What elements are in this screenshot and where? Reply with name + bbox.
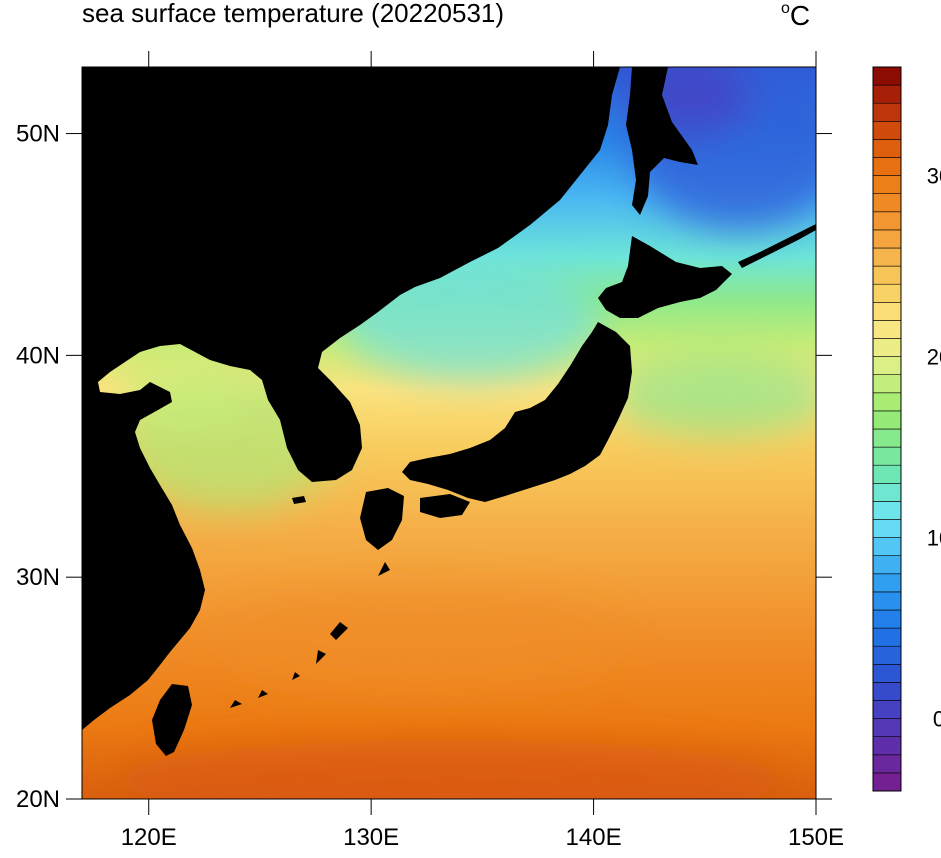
colorbar-bin: [872, 157, 902, 176]
warm-kuroshio-region: [220, 590, 620, 690]
colorbar-tick-label: 0: [933, 707, 941, 732]
colorbar-bin: [872, 211, 902, 231]
colorbar-bin: [872, 736, 902, 756]
colorbar-bin: [872, 555, 902, 575]
colorbar-bin: [872, 265, 902, 285]
land-honshu: [402, 322, 632, 502]
lon-tick-label: 120E: [121, 824, 177, 851]
colorbar-bin: [872, 501, 902, 520]
colorbar-bin: [872, 772, 902, 792]
unit-degree: o: [781, 0, 790, 17]
colorbar-bin: [872, 139, 902, 158]
colorbar-bin: [872, 645, 902, 665]
lat-tick-label: 30N: [16, 564, 60, 591]
colorbar-bin: [872, 247, 902, 267]
colorbar-bin: [872, 66, 902, 86]
land-masses: [82, 67, 816, 756]
land-asia-mainland: [82, 67, 620, 730]
lat-tick-label: 50N: [16, 121, 60, 148]
lon-tick-label: 140E: [566, 824, 622, 851]
colorbar-bin: [872, 356, 902, 376]
map-plot-area: [82, 67, 816, 799]
land-hokkaido: [598, 236, 732, 318]
colorbar-bin: [872, 591, 902, 611]
colorbar-bin: [872, 754, 902, 774]
lat-tick-label: 20N: [16, 786, 60, 813]
colorbar-bin: [872, 229, 902, 249]
colorbar-bin: [872, 392, 902, 412]
colorbar-bin: [872, 283, 902, 303]
colorbar-bin: [872, 374, 902, 394]
land-sakhalin: [626, 67, 698, 215]
map-title: sea surface temperature (20220531): [82, 0, 505, 28]
land-kyushu: [360, 488, 404, 550]
colorbar-bin: [872, 609, 902, 629]
colorbar-bin: [872, 320, 902, 339]
colorbar-tick-label: 10: [927, 526, 941, 551]
colorbar-bin: [872, 663, 902, 683]
lon-tick-label: 150E: [788, 824, 844, 851]
colorbar-bin: [872, 682, 902, 701]
lon-tick-label: 130E: [343, 824, 399, 851]
colorbar-bin: [872, 102, 902, 122]
colorbar-bin: [872, 446, 902, 466]
colorbar-bin: [872, 537, 902, 556]
land-kuril-islands: [738, 224, 816, 268]
colorbar-bin: [872, 410, 902, 430]
colorbar-bin: [872, 573, 902, 593]
colorbar-bin: [872, 700, 902, 719]
colorbar-bin: [872, 175, 902, 195]
colorbar-bin: [872, 121, 902, 140]
land-shikoku: [420, 494, 470, 518]
colorbar-bin: [872, 718, 902, 737]
colorbar: 0 10 20 30: [872, 66, 941, 792]
unit-label: oC: [781, 0, 810, 32]
colorbar-bin: [872, 464, 902, 484]
colorbar-tick-label: 30: [927, 164, 941, 189]
map-axes: 120E 130E 140E 150E 20N 30N 40N 50N: [16, 51, 844, 851]
colorbar-bin: [872, 84, 902, 104]
colorbar-bin: [872, 301, 902, 321]
hot-south-region: [110, 740, 790, 799]
colorbar-bin: [872, 193, 902, 213]
colorbar-tick-label: 20: [927, 345, 941, 370]
colorbar-bin: [872, 482, 902, 502]
land-jeju-island: [292, 496, 306, 504]
green-east-region: [610, 355, 816, 435]
map-frame: [81, 66, 817, 800]
colorbar-bin: [872, 519, 902, 538]
colorbar-bin: [872, 428, 902, 448]
colorbar-frame: [872, 66, 902, 792]
colorbar-bin: [872, 627, 902, 647]
lat-tick-label: 40N: [16, 342, 60, 369]
unit-letter: C: [789, 0, 811, 31]
land-taiwan: [152, 684, 192, 756]
colorbar-bin: [872, 338, 902, 357]
